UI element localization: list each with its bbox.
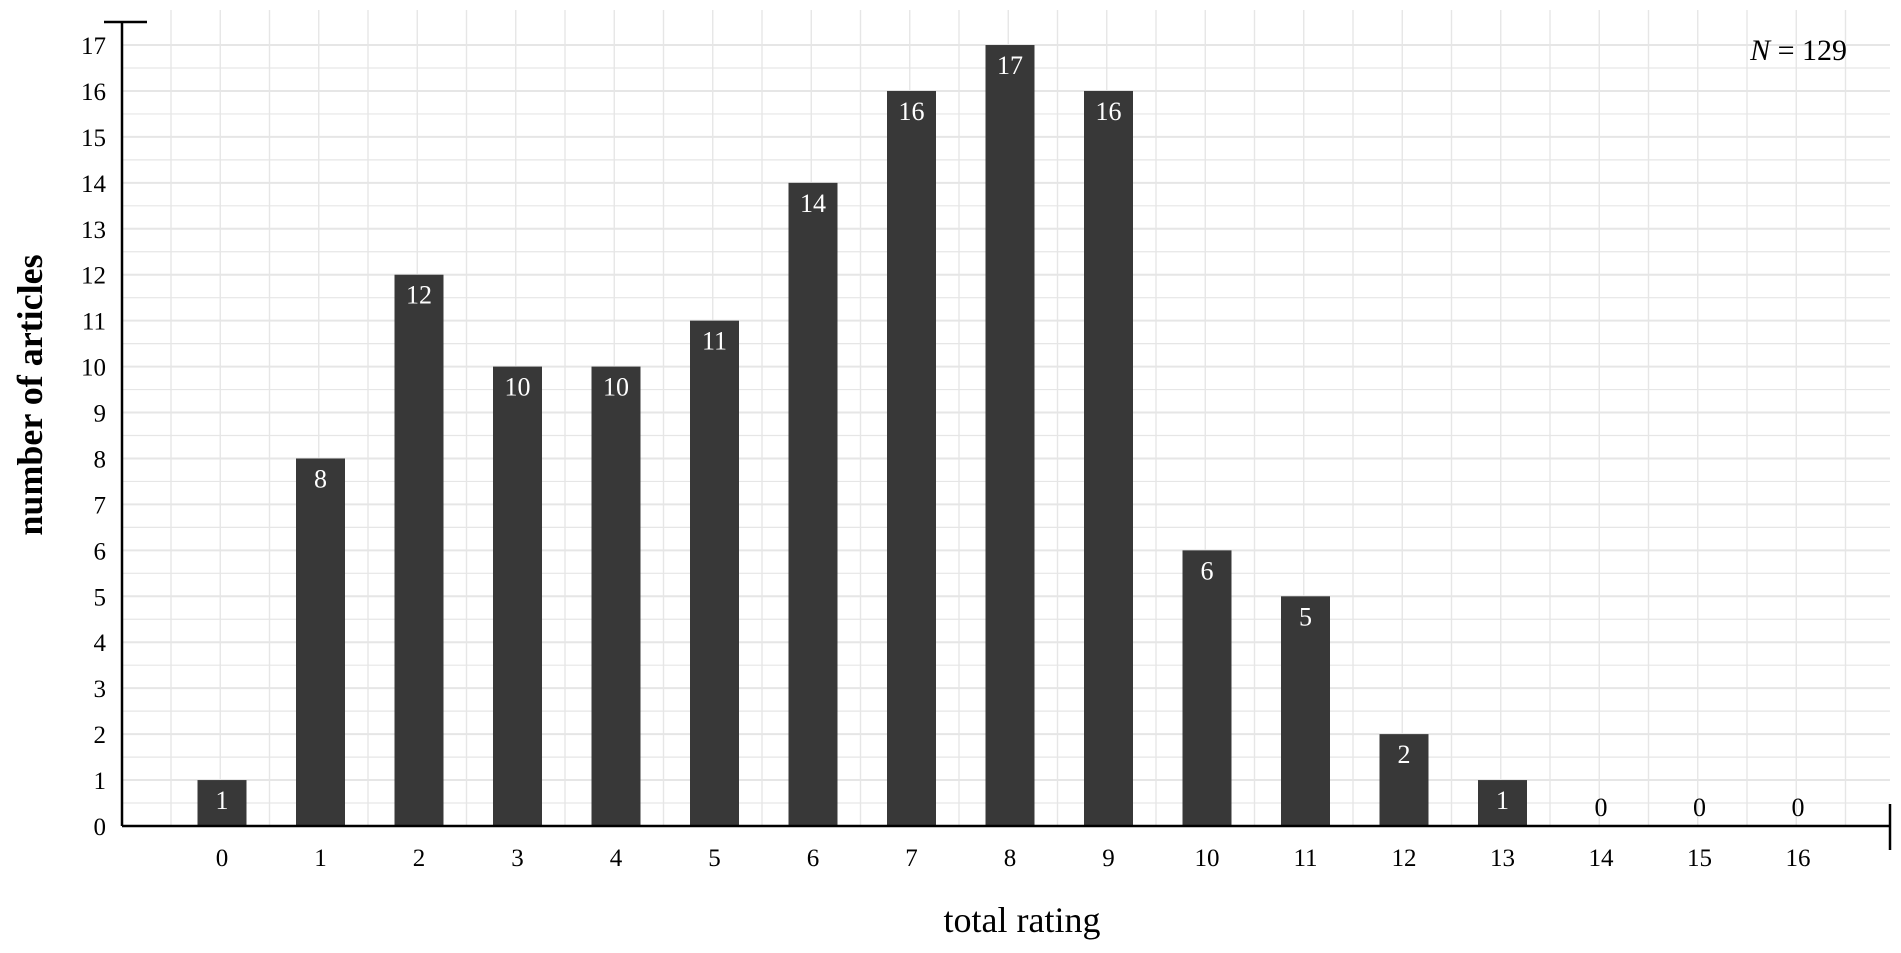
x-axis-title: total rating bbox=[944, 900, 1101, 940]
bar bbox=[1084, 90, 1133, 826]
y-tick-label: 1 bbox=[94, 768, 107, 795]
bar bbox=[591, 366, 641, 826]
y-tick-label: 2 bbox=[94, 722, 107, 749]
y-tick-label: 14 bbox=[81, 171, 107, 198]
sample-size-annotation: N = 129 bbox=[1749, 34, 1847, 67]
y-tick-label: 4 bbox=[94, 630, 107, 657]
x-tick-label: 0 bbox=[216, 845, 229, 872]
y-tick-label: 8 bbox=[94, 446, 107, 473]
bar-value-label: 17 bbox=[997, 51, 1023, 80]
bar bbox=[788, 182, 838, 827]
bar bbox=[985, 45, 1035, 826]
bar-value-label: 1 bbox=[1496, 786, 1509, 815]
bar-value-label: 1 bbox=[216, 786, 229, 815]
bar-value-label: 10 bbox=[505, 373, 531, 402]
x-tick-label: 13 bbox=[1490, 845, 1515, 872]
bar-value-label: 16 bbox=[899, 97, 925, 126]
bar-value-label: 12 bbox=[406, 281, 432, 310]
y-tick-label: 5 bbox=[94, 584, 107, 611]
bar bbox=[1379, 734, 1429, 826]
y-tick-label: 10 bbox=[81, 355, 106, 382]
bar bbox=[1281, 596, 1330, 826]
y-tick-label: 6 bbox=[94, 538, 107, 565]
y-tick-label: 16 bbox=[81, 79, 106, 106]
axes bbox=[104, 20, 1892, 850]
y-tick-label: 3 bbox=[94, 676, 107, 703]
bar bbox=[493, 366, 542, 826]
x-tick-label: 15 bbox=[1687, 845, 1712, 872]
x-tick-label: 3 bbox=[511, 845, 524, 872]
bar bbox=[1182, 550, 1232, 826]
x-tick-label: 5 bbox=[708, 845, 721, 872]
bar bbox=[690, 320, 739, 826]
bar-value-label: 6 bbox=[1201, 556, 1214, 585]
bar bbox=[197, 780, 247, 826]
y-tick-label: 13 bbox=[81, 217, 106, 244]
bar-value-label: 16 bbox=[1096, 97, 1122, 126]
y-tick-label: 0 bbox=[94, 814, 107, 841]
y-tick-label: 7 bbox=[94, 492, 107, 519]
bar-value-label: 0 bbox=[1693, 793, 1706, 822]
y-axis-title: number of articles bbox=[10, 254, 50, 535]
sample-size-value: = 129 bbox=[1770, 34, 1847, 67]
x-tick-label: 1 bbox=[314, 845, 327, 872]
x-tick-label: 16 bbox=[1786, 845, 1811, 872]
x-tick-label: 4 bbox=[610, 845, 623, 872]
x-tick-label: 14 bbox=[1589, 845, 1615, 872]
y-tick-label: 17 bbox=[81, 33, 106, 60]
bar-value-label: 11 bbox=[702, 327, 727, 356]
bar bbox=[394, 274, 444, 827]
x-tick-label: 11 bbox=[1293, 845, 1317, 872]
x-tick-labels: 0 1 2 3 4 5 6 7 8 9 10 11 12 13 14 15 16 bbox=[216, 845, 1811, 872]
bar-value-label: 10 bbox=[603, 373, 629, 402]
y-tick-label: 9 bbox=[94, 401, 107, 428]
x-tick-label: 6 bbox=[807, 845, 820, 872]
x-tick-label: 7 bbox=[905, 845, 918, 872]
bar-value-label: 14 bbox=[800, 189, 826, 218]
x-tick-label: 8 bbox=[1004, 845, 1017, 872]
bar bbox=[296, 458, 345, 826]
sample-size-symbol: N bbox=[1749, 34, 1772, 67]
bar-value-label: 5 bbox=[1299, 602, 1312, 631]
y-tick-label: 12 bbox=[81, 263, 106, 290]
x-tick-label: 12 bbox=[1392, 845, 1417, 872]
x-tick-label: 2 bbox=[413, 845, 426, 872]
y-tick-label: 15 bbox=[81, 125, 106, 152]
bar-value-label: 0 bbox=[1595, 793, 1608, 822]
bar bbox=[887, 90, 936, 826]
bar-value-label: 2 bbox=[1398, 740, 1411, 769]
bar-value-label: 0 bbox=[1792, 793, 1805, 822]
bar bbox=[1478, 780, 1527, 826]
bars bbox=[197, 45, 1527, 827]
x-tick-label: 9 bbox=[1102, 845, 1115, 872]
bar-value-label: 8 bbox=[314, 464, 327, 493]
y-tick-label: 11 bbox=[82, 309, 106, 336]
x-tick-label: 10 bbox=[1195, 845, 1220, 872]
